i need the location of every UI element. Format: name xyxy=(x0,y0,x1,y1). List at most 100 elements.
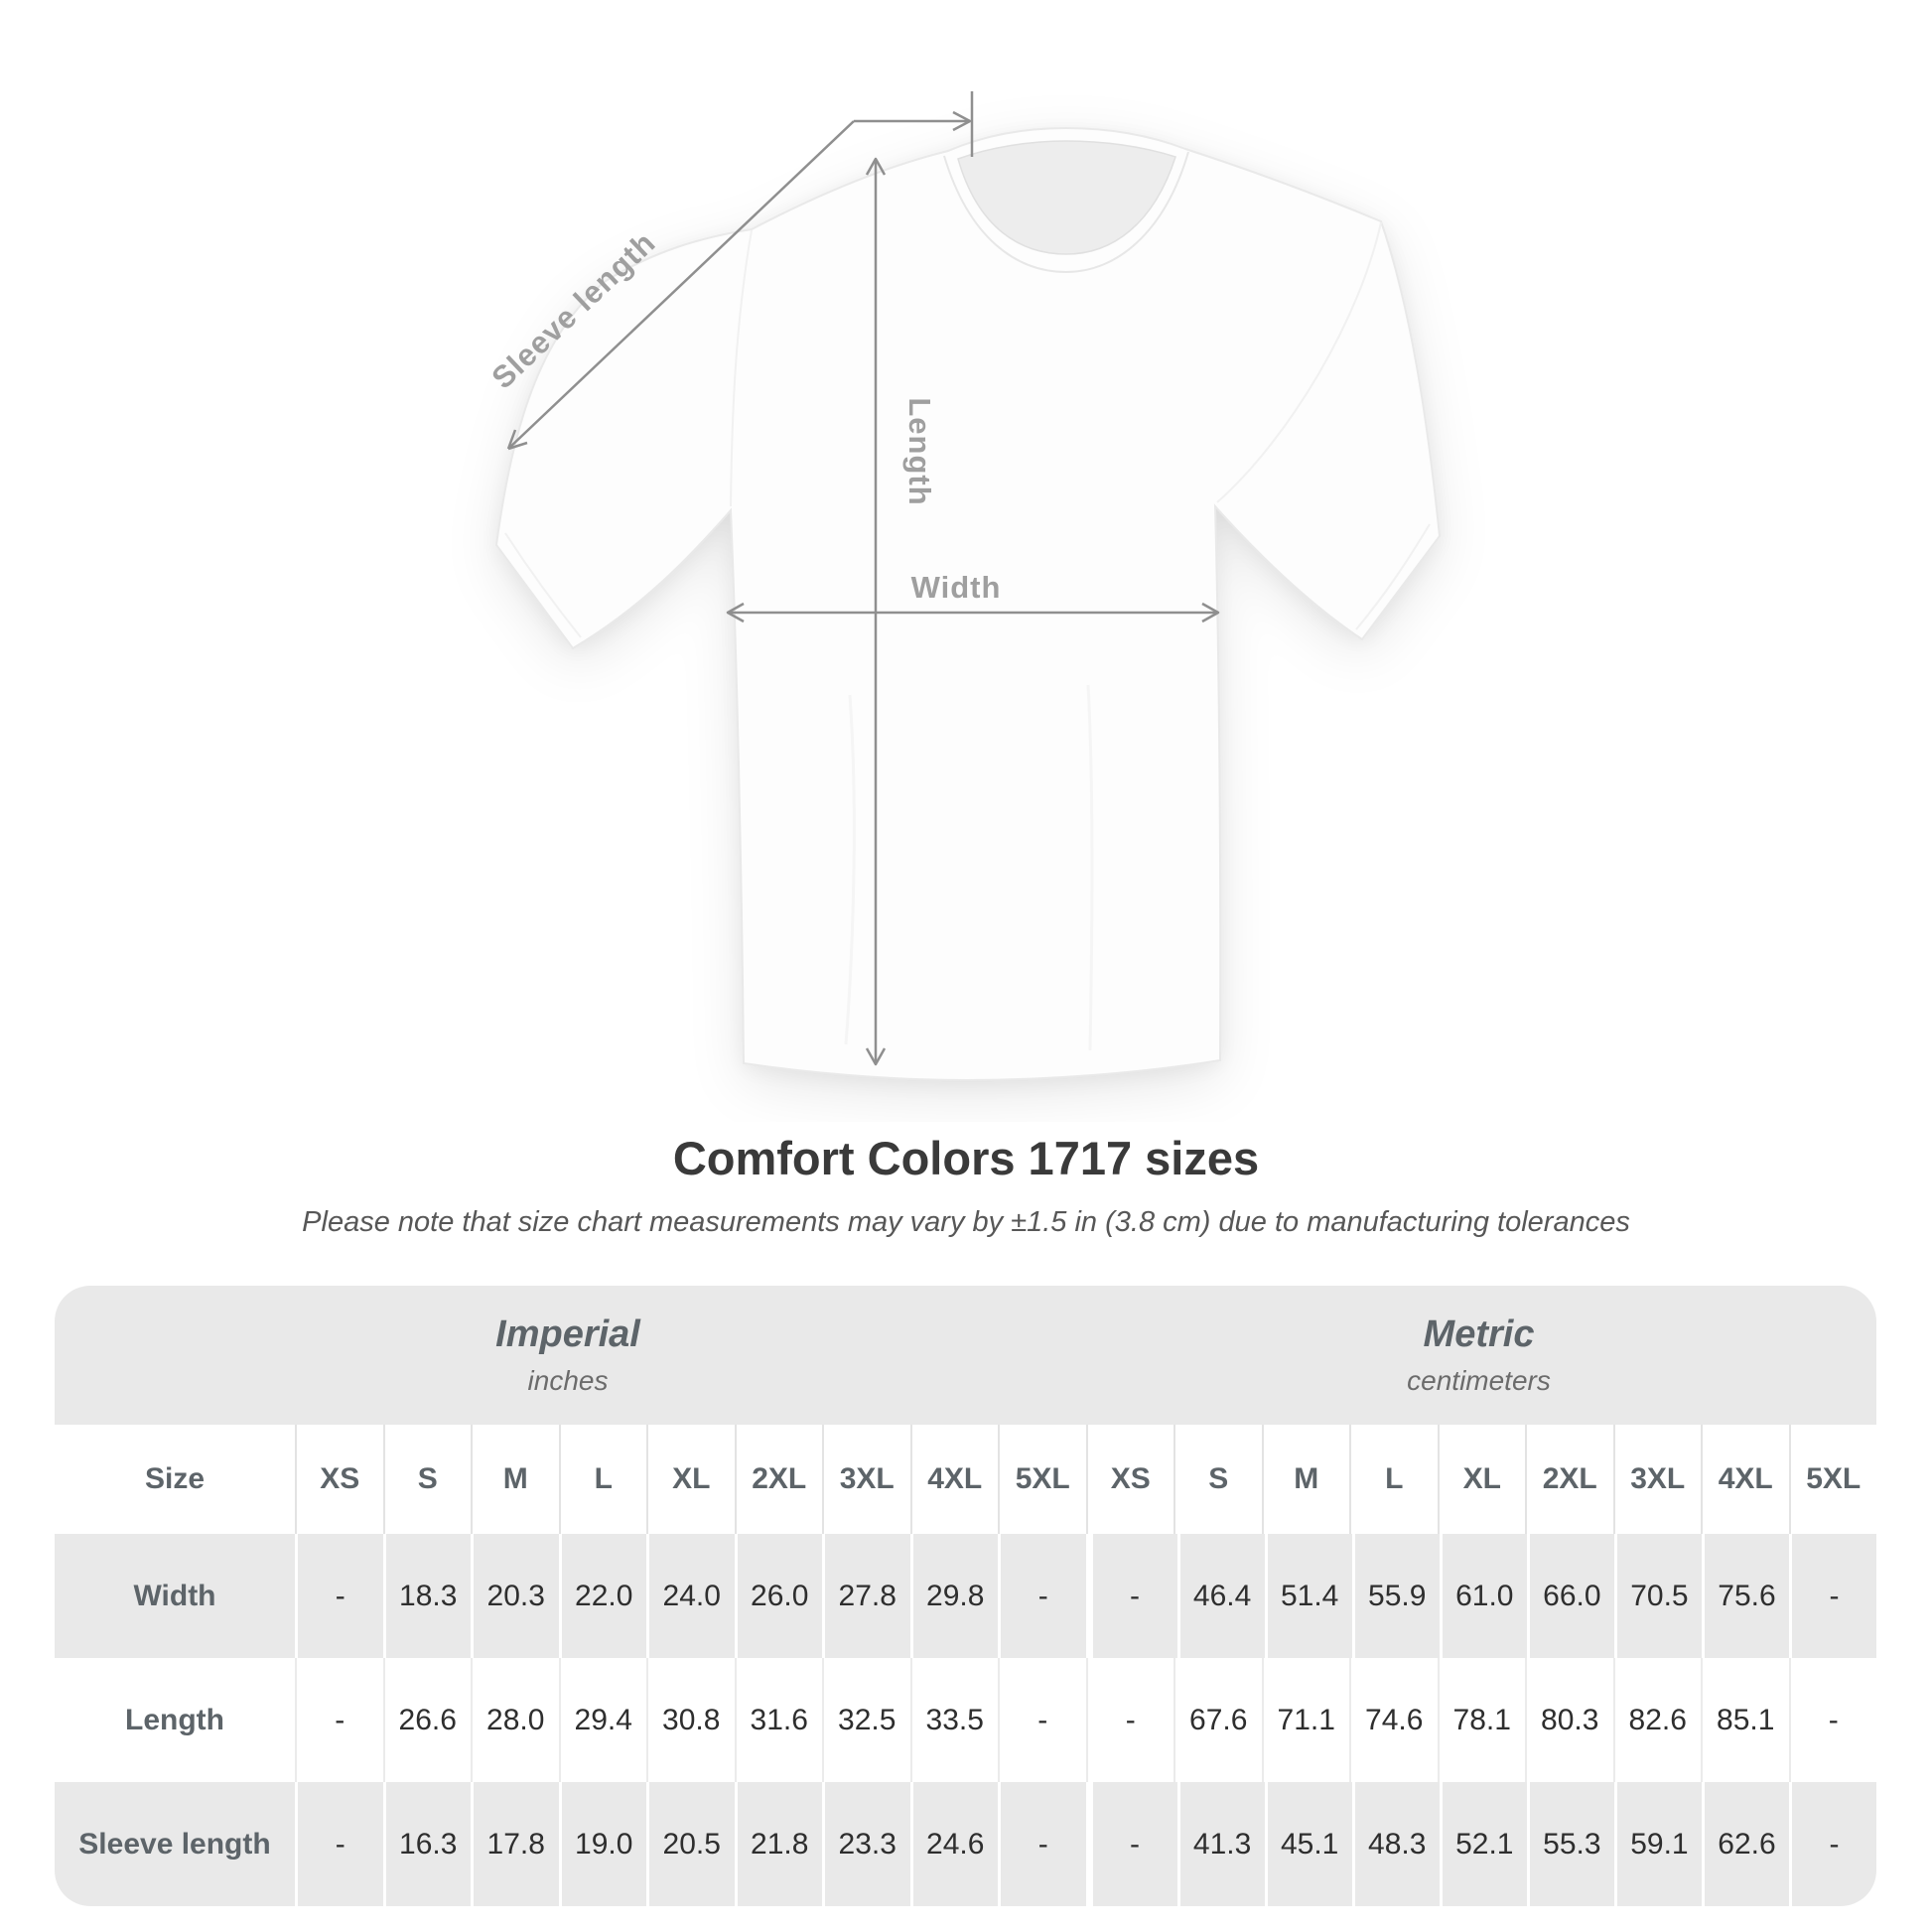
table-cell: 31.6 xyxy=(734,1658,823,1782)
table-cell: 70.5 xyxy=(1613,1534,1702,1658)
table-cell: - xyxy=(1789,1782,1876,1906)
table-cell: 23.3 xyxy=(822,1782,910,1906)
metric-size-headers: XS S M L XL 2XL 3XL 4XL 5XL xyxy=(1085,1425,1877,1534)
tshirt-image xyxy=(494,126,1442,1082)
column-header: S xyxy=(1173,1425,1262,1534)
unit-band: Imperial inches Metric centimeters xyxy=(55,1286,1876,1425)
imperial-label: Imperial xyxy=(495,1313,640,1355)
table-cell: 52.1 xyxy=(1439,1782,1527,1906)
column-header: 4XL xyxy=(1701,1425,1789,1534)
table-cell: 33.5 xyxy=(909,1658,999,1782)
imperial-size-headers: XS S M L XL 2XL 3XL 4XL 5XL xyxy=(295,1425,1086,1534)
width-imperial-values: -18.3 20.3 22.0 24.0 26.0 27.8 29.8- xyxy=(295,1534,1086,1658)
width-arrow xyxy=(726,602,1220,623)
length-metric-values: -67.6 71.1 74.6 78.1 80.3 82.6 85.1- xyxy=(1085,1658,1877,1782)
column-header: XL xyxy=(1437,1425,1526,1534)
table-cell: 45.1 xyxy=(1264,1782,1352,1906)
page-subtitle: Please note that size chart measurements… xyxy=(302,1206,1630,1238)
table-cell: 29.4 xyxy=(558,1658,647,1782)
table-cell: 51.4 xyxy=(1264,1534,1352,1658)
row-label-length: Length xyxy=(125,1703,224,1736)
metric-label: Metric xyxy=(1423,1313,1535,1355)
table-cell: 26.6 xyxy=(382,1658,472,1782)
measurement-annotations xyxy=(506,91,1220,1066)
table-cell: 46.4 xyxy=(1176,1534,1265,1658)
table-cell: - xyxy=(295,1658,383,1782)
column-header: XL xyxy=(646,1425,735,1534)
collar xyxy=(957,140,1176,255)
size-guide-figure: Sleeve length Length Width xyxy=(485,91,1442,1082)
table-cell: 19.0 xyxy=(558,1782,647,1906)
table-cell: 85.1 xyxy=(1701,1658,1789,1782)
width-metric-values: -46.4 51.4 55.9 61.0 66.0 70.5 75.6- xyxy=(1085,1534,1877,1658)
sleeve-length-arrow xyxy=(506,91,974,451)
table-cell: 20.5 xyxy=(646,1782,735,1906)
row-label-width: Width xyxy=(133,1579,216,1612)
table-cell: - xyxy=(295,1534,383,1658)
table-cell: 18.3 xyxy=(382,1534,472,1658)
table-cell: 55.3 xyxy=(1526,1782,1614,1906)
page-title: Comfort Colors 1717 sizes xyxy=(672,1132,1260,1184)
column-header: M xyxy=(471,1425,559,1534)
metric-unit-label: centimeters xyxy=(1407,1365,1551,1396)
column-header: 4XL xyxy=(909,1425,999,1534)
column-header: L xyxy=(558,1425,647,1534)
metric-section-header: Metric centimeters xyxy=(1081,1286,1876,1425)
table-cell: 32.5 xyxy=(822,1658,910,1782)
table-cell: 82.6 xyxy=(1612,1658,1702,1782)
table-cell: - xyxy=(998,1782,1086,1906)
table-cell: 61.0 xyxy=(1439,1534,1527,1658)
table-cell: 17.8 xyxy=(471,1782,559,1906)
size-chart-table: Imperial inches Metric centimeters Size … xyxy=(55,1286,1876,1906)
table-cell: 67.6 xyxy=(1173,1658,1262,1782)
column-header: 3XL xyxy=(822,1425,910,1534)
table-cell: - xyxy=(1789,1534,1876,1658)
table-cell: 29.8 xyxy=(909,1534,999,1658)
table-cell: 22.0 xyxy=(558,1534,647,1658)
length-label: Length xyxy=(902,397,937,505)
table-cell: 24.6 xyxy=(909,1782,999,1906)
sleeve-imperial-values: -16.3 17.8 19.0 20.5 21.8 23.3 24.6- xyxy=(295,1782,1086,1906)
table-cell: 48.3 xyxy=(1351,1782,1440,1906)
tshirt-figure-svg: Sleeve length Length Width xyxy=(485,91,1442,1082)
table-header-row: Size XS S M L XL 2XL 3XL 4XL 5XL XS S M L XL 2XL 3XL 4X… xyxy=(55,1425,1876,1534)
table-cell: 30.8 xyxy=(646,1658,735,1782)
table-cell: 75.6 xyxy=(1701,1534,1789,1658)
column-header: 2XL xyxy=(1525,1425,1613,1534)
column-header: 5XL xyxy=(1788,1425,1877,1534)
table-cell: 28.0 xyxy=(471,1658,559,1782)
table-cell: 27.8 xyxy=(822,1534,910,1658)
table-cell: 55.9 xyxy=(1351,1534,1440,1658)
table-cell: 66.0 xyxy=(1526,1534,1614,1658)
width-label: Width xyxy=(911,570,1002,605)
row-label-sleeve-length: Sleeve length xyxy=(78,1827,271,1861)
imperial-unit-label: inches xyxy=(527,1365,609,1396)
table-row-length: Length -26.6 28.0 29.4 30.8 31.6 32.5 33.5- -6… xyxy=(55,1658,1876,1782)
table-cell: - xyxy=(1788,1658,1877,1782)
column-header: 2XL xyxy=(734,1425,823,1534)
size-corner-header: Size xyxy=(144,1462,206,1495)
column-header: XS xyxy=(1085,1425,1174,1534)
table-cell: - xyxy=(998,1534,1086,1658)
table-cell: 59.1 xyxy=(1613,1782,1702,1906)
table-cell: - xyxy=(1085,1534,1177,1658)
table-row-width: Width -18.3 20.3 22.0 24.0 26.0 27.8 29.8- -46… xyxy=(55,1534,1876,1658)
table-cell: 20.3 xyxy=(471,1534,559,1658)
table-cell: 16.3 xyxy=(382,1782,472,1906)
table-cell: 21.8 xyxy=(734,1782,823,1906)
table-cell: - xyxy=(1085,1658,1174,1782)
table-row-sleeve-length: Sleeve length -16.3 17.8 19.0 20.5 21.8 23.3 2… xyxy=(55,1782,1876,1906)
column-header: M xyxy=(1261,1425,1350,1534)
column-header: L xyxy=(1349,1425,1438,1534)
column-header: XS xyxy=(295,1425,383,1534)
table-cell: 80.3 xyxy=(1525,1658,1613,1782)
column-header: 5XL xyxy=(998,1425,1086,1534)
table-cell: - xyxy=(1085,1782,1177,1906)
table-cell: - xyxy=(295,1782,383,1906)
table-cell: 62.6 xyxy=(1701,1782,1789,1906)
column-header: S xyxy=(382,1425,472,1534)
table-cell: 78.1 xyxy=(1437,1658,1526,1782)
column-header: 3XL xyxy=(1612,1425,1702,1534)
table-cell: 26.0 xyxy=(734,1534,823,1658)
table-cell: - xyxy=(998,1658,1086,1782)
